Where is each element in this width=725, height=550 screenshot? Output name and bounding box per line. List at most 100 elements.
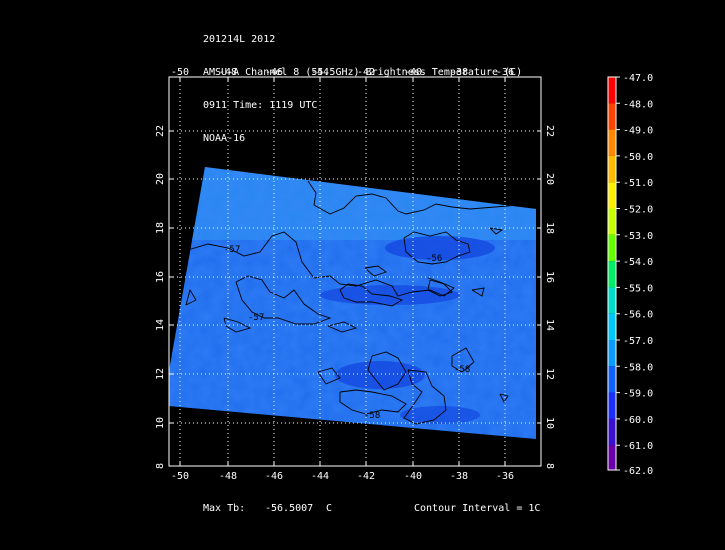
lon-tick-label: -46 [265, 471, 283, 482]
colorbar-swatch [608, 103, 616, 130]
colorbar-swatch [608, 313, 616, 340]
colorbar-label: -53.0 [623, 231, 653, 242]
lat-tick-label: 8 [544, 463, 555, 469]
colorbar-label: -49.0 [623, 126, 653, 137]
colorbar-swatch [608, 77, 616, 104]
max-tb-value: -56.5007 [265, 503, 314, 514]
colorbar-tick [616, 76, 620, 471]
contour-label: -57 [224, 245, 240, 255]
colorbar-label: -54.0 [623, 257, 653, 268]
colorbar-label: -57.0 [623, 336, 653, 347]
colorbar-label: -50.0 [623, 152, 653, 163]
contour-line [317, 367, 341, 385]
lon-tick-label: -48 [219, 471, 237, 482]
lon-tick-label: -40 [404, 67, 422, 78]
colorbar-swatch [608, 234, 616, 262]
lat-tick-label: 22 [155, 125, 166, 137]
colorbar-label: -48.0 [623, 99, 653, 110]
lon-tick-label: -36 [496, 471, 514, 482]
header-time: 0911 Time: 1119 UTC [203, 100, 318, 111]
graticule [169, 77, 541, 466]
contour-line [471, 287, 485, 297]
colorbar-labels: -47.0 -48.0 -49.0 -50.0 -51.0 -52.0 -53.… [623, 73, 653, 477]
map-frame [168, 76, 542, 467]
lat-tick-label: 22 [544, 125, 555, 137]
contour-line [235, 275, 332, 325]
colorbar-label: -61.0 [623, 441, 653, 452]
lat-labels-right: 8 10 12 14 16 18 20 22 [544, 125, 555, 469]
lon-tick-label: -50 [171, 67, 189, 78]
colorbar-swatch [608, 129, 616, 156]
swath [169, 167, 536, 439]
lon-tick-label: -42 [357, 471, 375, 482]
colorbar-label: -52.0 [623, 205, 653, 216]
lat-tick-label: 12 [155, 368, 166, 380]
tick-mark [537, 130, 541, 467]
contour-line [327, 321, 358, 333]
contour-line [489, 227, 504, 235]
swath-texture [169, 167, 536, 439]
colorbar-swatch [608, 182, 616, 209]
lon-tick-label: -44 [311, 471, 329, 482]
colorbar-label: -59.0 [623, 389, 653, 400]
tick-mark [179, 77, 506, 81]
contour-line [339, 389, 407, 415]
contour-line [367, 351, 407, 391]
lon-tick-label: -46 [265, 67, 283, 78]
lat-tick-label: 20 [155, 173, 166, 185]
lat-tick-label: 10 [544, 417, 555, 429]
plot-header: 201214L 2012 AMSU-A Channel 8 (55.5GHz) … [203, 12, 522, 155]
lon-tick-label: -38 [450, 67, 468, 78]
colorbar-label: -55.0 [623, 283, 653, 294]
lon-tick-label: -42 [357, 67, 375, 78]
colorbar-swatch [608, 155, 616, 183]
colorbar-frame [607, 76, 617, 471]
tick-mark [169, 130, 173, 467]
max-tb-unit: C [326, 503, 333, 514]
contour-label: -57 [248, 313, 264, 323]
colorbar-swatch [608, 445, 616, 470]
contour-label: -56 [426, 254, 442, 264]
cold-patch-2 [320, 285, 460, 305]
colorbar-swatch [608, 340, 616, 367]
lat-tick-label: 16 [155, 271, 166, 283]
lat-tick-label: 10 [155, 417, 166, 429]
colorbar-label: -56.0 [623, 310, 653, 321]
colorbar-label: -60.0 [623, 415, 653, 426]
contour-line [307, 180, 521, 215]
lat-tick-label: 18 [544, 222, 555, 234]
tick-mark [179, 462, 506, 466]
lat-tick-label: 14 [155, 319, 166, 331]
contour-interval: Contour Interval = 1C [414, 503, 541, 514]
lat-tick-label: 12 [544, 368, 555, 380]
lat-tick-label: 8 [155, 463, 166, 469]
colorbar-swatch [608, 287, 616, 314]
contour-line [364, 265, 387, 277]
header-channel: AMSU-A Channel 8 (55.5GHz) Brightness Te… [203, 67, 523, 78]
contour-line [403, 231, 471, 265]
colorbar-swatch [608, 366, 616, 393]
contour-line [427, 279, 453, 297]
contour-line [339, 283, 404, 307]
contour-line [187, 231, 455, 297]
lat-tick-label: 18 [155, 222, 166, 234]
colorbar-swatch [608, 418, 616, 446]
colorbar-swatch [608, 392, 616, 419]
contour-label: -58 [364, 411, 380, 421]
colorbar-swatch [608, 261, 616, 288]
cold-patch-3 [335, 361, 425, 389]
contour-line [499, 393, 509, 403]
header-satellite: NOAA-16 [203, 133, 246, 144]
colorbar-label: -58.0 [623, 362, 653, 373]
contour-line [185, 288, 197, 306]
lon-tick-label: -38 [450, 471, 468, 482]
lat-tick-label: 20 [544, 173, 555, 185]
lon-labels-bottom: -50 -48 -46 -44 -42 -40 -38 -36 [171, 471, 514, 482]
max-tb-label: Max Tb: [203, 503, 246, 514]
colorbar-label: -51.0 [623, 178, 653, 189]
contour-line [451, 347, 475, 373]
lon-tick-label: -44 [311, 67, 329, 78]
lon-tick-label: -36 [496, 67, 514, 78]
contour-label: -58 [454, 365, 470, 375]
